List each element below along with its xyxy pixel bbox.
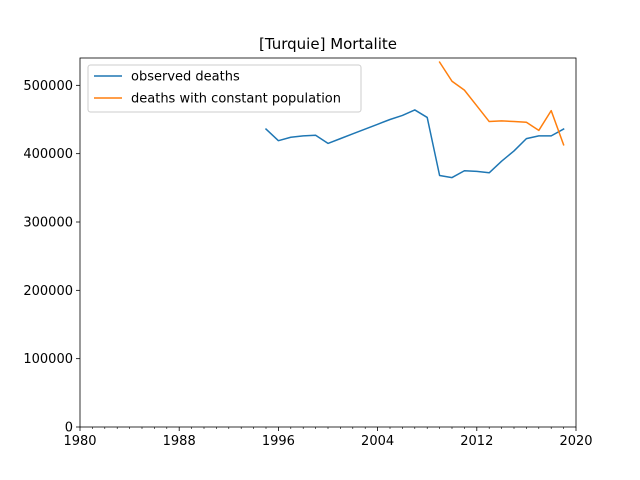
x-tick-label: 1980 [63, 434, 96, 449]
x-tick-label: 2012 [460, 434, 493, 449]
y-tick-label: 400000 [23, 147, 73, 162]
y-tick-label: 300000 [23, 216, 73, 231]
y-tick-label: 500000 [23, 79, 73, 94]
y-tick-label: 100000 [23, 352, 73, 367]
legend-label-1: observed deaths [131, 70, 240, 85]
legend: observed deaths deaths with constant popu… [87, 64, 362, 113]
chart-title: [Turquie] Mortalite [259, 35, 397, 53]
x-tick-label: 1996 [262, 434, 295, 449]
plot-area: 1980 1988 1996 2004 2012 2020 0 100000 200000 300… [23, 57, 593, 449]
x-tick-label: 2020 [559, 434, 592, 449]
y-tick-label: 200000 [23, 284, 73, 299]
series-line-1 [264, 109, 565, 179]
x-tick-label: 1988 [163, 434, 196, 449]
legend-label-2: deaths with constant population [131, 92, 341, 107]
axes-frame [79, 57, 577, 428]
series-line-2 [438, 61, 565, 146]
y-tick-label: 0 [65, 421, 73, 436]
x-tick-label: 2004 [361, 434, 394, 449]
legend-box [87, 64, 362, 113]
